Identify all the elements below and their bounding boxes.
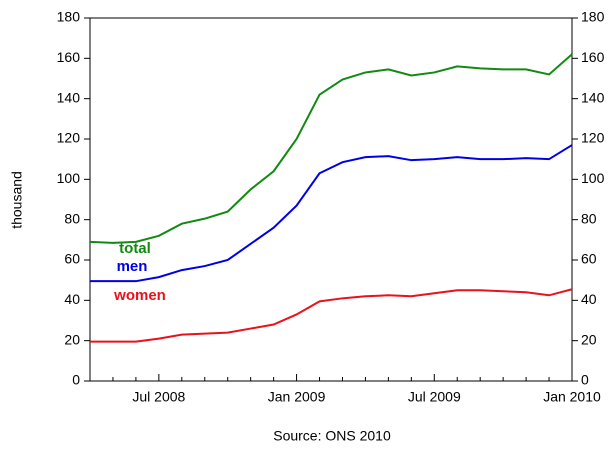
series-line	[90, 144, 573, 283]
y2-tick-label: 0	[581, 372, 589, 388]
y2-tick-label: 40	[581, 291, 597, 307]
y2-tick-label: 80	[581, 210, 597, 226]
source-note: Source: ONS 2010	[273, 428, 391, 444]
series-label: total	[119, 240, 151, 257]
y2-tick-label: 160	[581, 49, 605, 65]
x-tick-label: Jan 2009	[268, 389, 326, 405]
x-tick-label: Jul 2009	[408, 389, 461, 405]
y-tick-label: 40	[64, 291, 80, 307]
x-tick-label: Jul 2008	[132, 389, 185, 405]
y2-tick-label: 100	[581, 170, 605, 186]
y-tick-label: 100	[57, 170, 81, 186]
y2-tick-label: 180	[581, 9, 605, 25]
y-tick-label: 120	[57, 130, 81, 146]
series-line	[89, 53, 573, 244]
plot-frame	[89, 17, 573, 382]
x-tick-label: Jan 2010	[543, 389, 601, 405]
y2-tick-label: 20	[581, 331, 597, 347]
y-tick-label: 80	[64, 210, 80, 226]
y-tick-label: 140	[57, 89, 81, 105]
y-tick-label: 60	[64, 251, 80, 267]
y2-tick-label: 60	[581, 251, 597, 267]
y-tick-label: 180	[57, 9, 81, 25]
y-axis-label: thousand	[9, 171, 25, 229]
series-label: women	[113, 287, 166, 304]
series-line	[90, 288, 573, 343]
y2-tick-label: 120	[581, 130, 605, 146]
y2-tick-label: 140	[581, 89, 605, 105]
series-label: men	[117, 258, 148, 275]
y-tick-label: 0	[72, 372, 80, 388]
y-tick-label: 160	[57, 49, 81, 65]
y-tick-label: 20	[64, 331, 80, 347]
